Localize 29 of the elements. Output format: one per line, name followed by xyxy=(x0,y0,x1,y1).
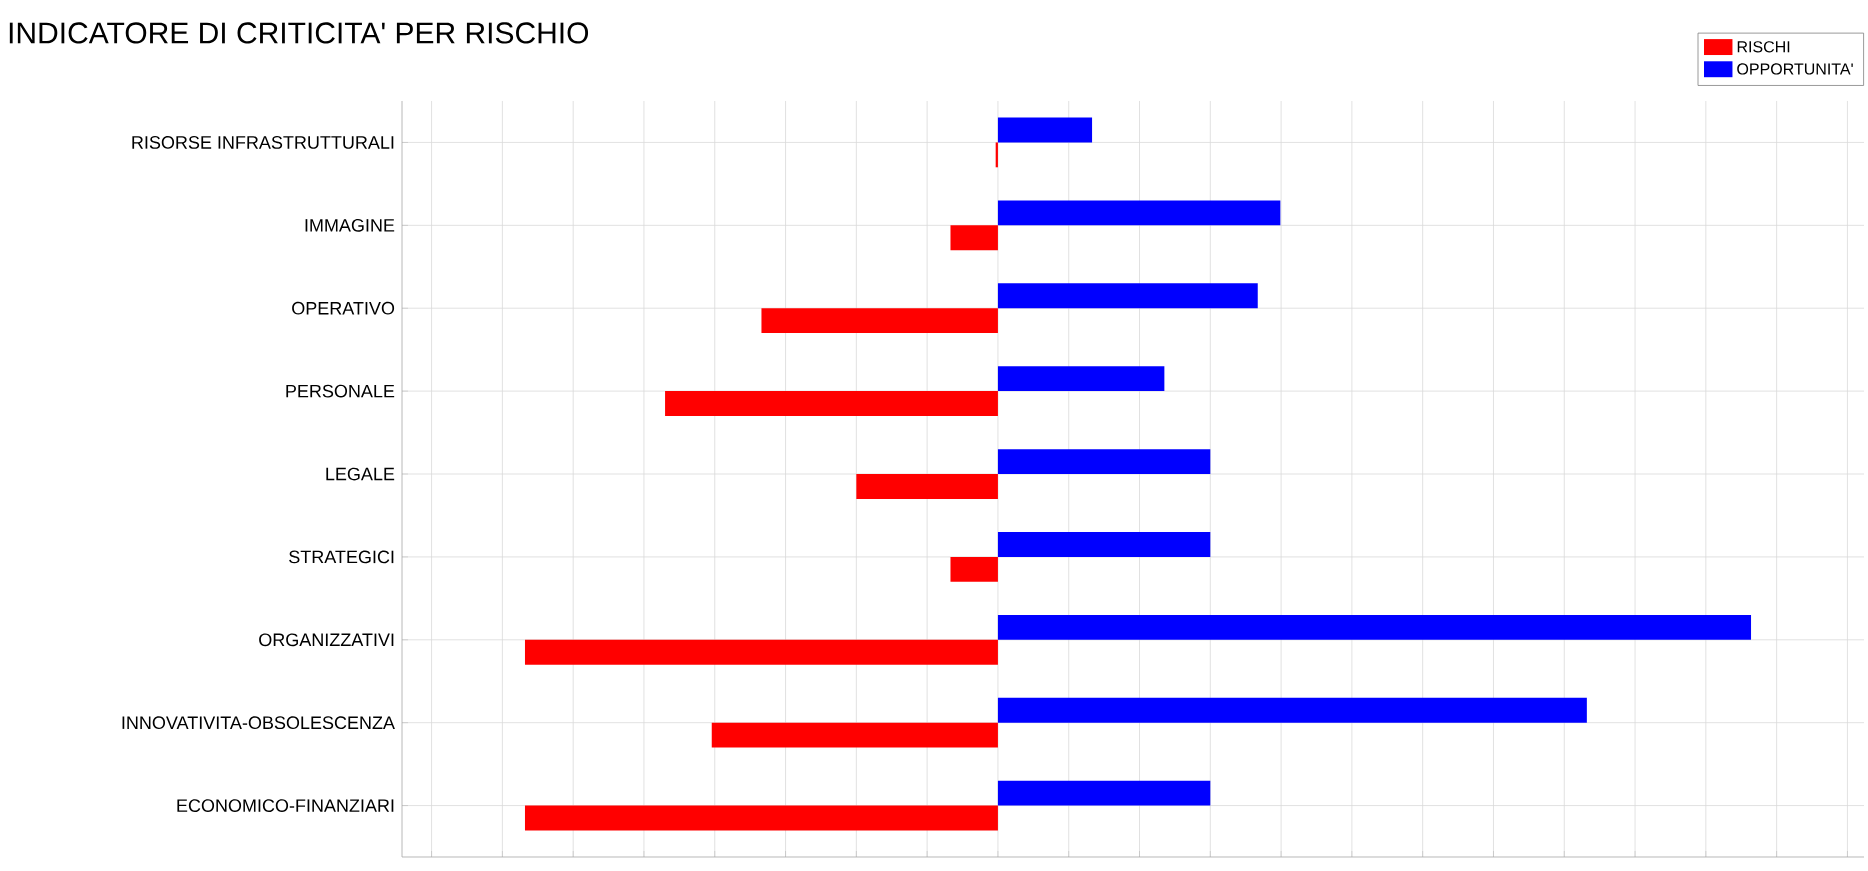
y-tick-label: ORGANIZZATIVI xyxy=(259,633,394,647)
bar xyxy=(997,780,1211,806)
bar xyxy=(856,474,998,500)
bar xyxy=(997,615,1752,640)
bar xyxy=(711,722,998,748)
bar xyxy=(997,697,1587,723)
y-tick-label: INNOVATIVITA-OBSOLESCENZA xyxy=(122,716,395,730)
y-tick-label: RISORSE INFRASTRUTTURALI xyxy=(132,136,394,149)
legend-label: OPPORTUNITA' xyxy=(1737,63,1853,75)
bar xyxy=(524,805,998,831)
bar xyxy=(950,225,998,251)
bar xyxy=(997,117,1093,143)
bar xyxy=(950,557,998,582)
chart-title: INDICATORE DI CRITICITA' PER RISCHIO xyxy=(9,22,589,44)
bar xyxy=(997,200,1281,226)
y-tick-label: OPERATIVO xyxy=(292,301,395,315)
bar xyxy=(997,366,1165,392)
bar xyxy=(997,283,1258,309)
y-tick-label: STRATEGICI xyxy=(289,550,394,564)
y-tick-label: LEGALE xyxy=(326,467,395,481)
bar xyxy=(761,308,998,334)
bar xyxy=(997,449,1211,475)
bar xyxy=(997,532,1211,558)
y-tick-label: ECONOMICO-FINANZIARI xyxy=(177,799,394,813)
y-tick-label: PERSONALE xyxy=(286,384,395,398)
bar xyxy=(665,391,998,417)
bar xyxy=(524,639,998,665)
legend-label: RISCHI xyxy=(1737,41,1790,53)
y-tick-label: IMMAGINE xyxy=(305,219,395,232)
